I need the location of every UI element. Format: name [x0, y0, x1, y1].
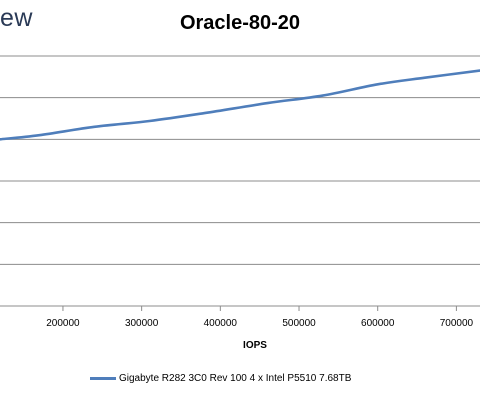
series-lines: [0, 69, 480, 141]
x-axis-label: IOPS: [243, 340, 267, 351]
legend-swatch: [90, 377, 116, 380]
chart-title: Oracle-80-20: [179, 12, 301, 34]
x-tick-label: 400000: [204, 318, 238, 329]
legend-label: Gigabyte R282 3C0 Rev 100 4 x Intel P551…: [119, 373, 352, 384]
x-tick-label: 600000: [361, 318, 395, 329]
x-tick-label: 500000: [282, 318, 316, 329]
x-tick-label: 700000: [440, 318, 474, 329]
series-line: [0, 69, 480, 141]
legend: Gigabyte R282 3C0 Rev 100 4 x Intel P551…: [90, 373, 351, 384]
grid-lines: [0, 55, 480, 265]
x-tick-labels: 200000 300000 400000 500000 600000 700000: [46, 306, 474, 329]
x-tick-label: 200000: [46, 318, 80, 329]
brand-logo-text: ew: [0, 4, 33, 32]
x-tick-label: 300000: [125, 318, 159, 329]
